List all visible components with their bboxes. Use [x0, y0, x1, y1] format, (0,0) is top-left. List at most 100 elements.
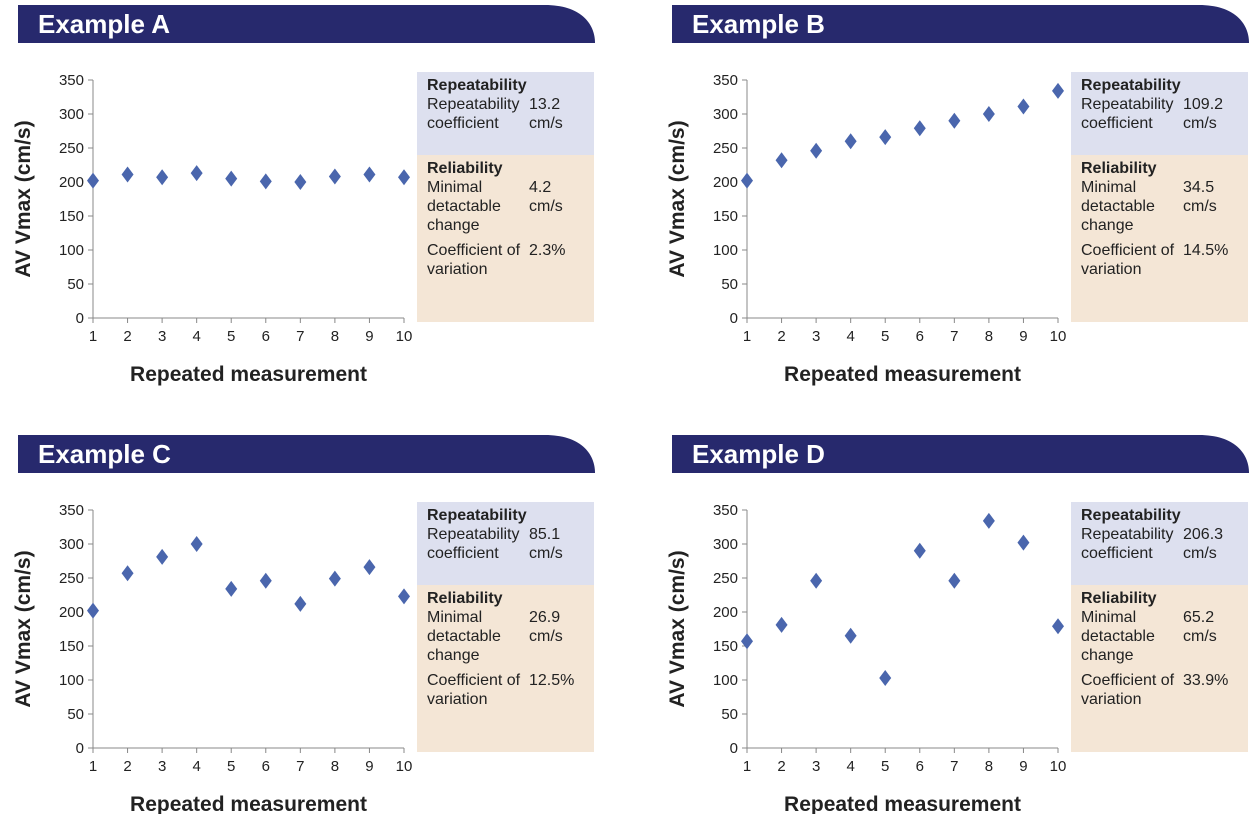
- x-axis-label: Repeated measurement: [130, 793, 367, 814]
- x-tick-label: 3: [158, 328, 166, 345]
- panel-title: Example C: [38, 439, 171, 469]
- stat-value: 206.3 cm/s: [1183, 526, 1224, 562]
- stat-value: 85.1 cm/s: [529, 526, 563, 562]
- x-tick-label: 1: [89, 328, 97, 345]
- stat-row: Repeatability coefficient 109.2 cm/s: [1081, 95, 1238, 133]
- x-tick-label: 7: [296, 328, 304, 345]
- data-point: [363, 166, 376, 183]
- data-point: [775, 152, 788, 169]
- data-point: [259, 572, 272, 589]
- data-point: [398, 588, 410, 605]
- stats-table: Repeatability Repeatability coefficient 13…: [417, 72, 594, 322]
- y-tick-label: 150: [713, 638, 738, 655]
- title-bar: [18, 5, 595, 43]
- x-tick-label: 1: [89, 758, 97, 775]
- x-axis-label: Repeated measurement: [130, 363, 367, 386]
- x-tick-label: 9: [365, 328, 373, 345]
- panel-title: Example D: [692, 439, 825, 469]
- y-axis-label: AV Vmax (cm/s): [12, 550, 35, 707]
- x-tick-label: 10: [396, 328, 413, 345]
- panel: Example D 0 50 100 150 200 250 300 350 1 2 3 4 5 6 7 8 9 1…: [666, 435, 1249, 814]
- x-tick-label: 4: [192, 328, 200, 345]
- title-bar: [672, 5, 1249, 43]
- stat-row: Repeatability coefficient 85.1 cm/s: [427, 525, 584, 563]
- stat-label: Repeatability coefficient: [427, 526, 520, 562]
- data-point: [190, 536, 203, 552]
- data-point: [741, 172, 753, 189]
- stat-label: Minimal detactable change: [1081, 179, 1155, 234]
- data-point: [810, 142, 823, 159]
- x-tick-label: 7: [296, 758, 304, 775]
- y-tick-label: 100: [59, 672, 84, 689]
- x-tick-label: 6: [916, 328, 924, 345]
- data-point: [328, 570, 341, 587]
- x-tick-label: 1: [743, 328, 751, 345]
- stat-value: 33.9%: [1183, 672, 1229, 689]
- y-tick-label: 300: [713, 106, 738, 123]
- title-bar: [672, 435, 1249, 473]
- data-point: [948, 112, 961, 129]
- data-point: [775, 616, 788, 633]
- x-tick-label: 8: [331, 328, 339, 345]
- data-point: [294, 174, 307, 190]
- stat-label: Minimal detactable change: [1081, 609, 1155, 664]
- x-tick-label: 6: [262, 328, 270, 345]
- y-tick-label: 0: [730, 310, 738, 327]
- stat-row: Repeatability coefficient 13.2 cm/s: [427, 95, 584, 133]
- panel-title: Example A: [38, 9, 170, 39]
- stat-value: 109.2 cm/s: [1183, 96, 1224, 132]
- x-tick-label: 1: [743, 758, 751, 775]
- y-tick-label: 300: [59, 106, 84, 123]
- reliability-block: Reliability Minimal detactable change 26.9…: [417, 585, 594, 752]
- data-point: [1052, 82, 1064, 99]
- reliability-block: Reliability Minimal detactable change 4.2 …: [417, 155, 594, 322]
- data-point: [1017, 98, 1030, 115]
- stat-row: Minimal detactable change 34.5 cm/s: [1081, 178, 1238, 235]
- stat-row: Coefficient of variation 33.9%: [1081, 671, 1238, 709]
- data-point: [1052, 618, 1064, 635]
- x-tick-label: 5: [227, 758, 235, 775]
- data-point: [190, 165, 203, 182]
- section-heading: Reliability: [427, 160, 503, 177]
- stat-value: 12.5%: [529, 672, 575, 689]
- x-tick-label: 9: [365, 758, 373, 775]
- stat-label: Minimal detactable change: [427, 179, 501, 234]
- stat-row: Minimal detactable change 4.2 cm/s: [427, 178, 584, 235]
- data-point: [913, 120, 926, 137]
- section-heading: Repeatability: [1081, 507, 1181, 524]
- x-tick-label: 7: [950, 328, 958, 345]
- x-axis-label: Repeated measurement: [784, 793, 1021, 814]
- y-tick-label: 200: [59, 604, 84, 621]
- data-point: [156, 169, 169, 186]
- y-tick-label: 150: [59, 638, 84, 655]
- section-heading: Repeatability: [427, 77, 527, 94]
- stat-value: 34.5 cm/s: [1183, 179, 1217, 215]
- y-tick-label: 0: [76, 740, 84, 757]
- stat-row: Repeatability coefficient 206.3 cm/s: [1081, 525, 1238, 563]
- y-tick-label: 350: [59, 502, 84, 519]
- stat-value: 13.2 cm/s: [529, 96, 563, 132]
- y-tick-label: 200: [713, 174, 738, 191]
- y-tick-label: 100: [713, 242, 738, 259]
- x-tick-label: 5: [227, 328, 235, 345]
- data-point: [87, 172, 99, 189]
- data-point: [879, 669, 892, 686]
- x-tick-label: 4: [846, 328, 854, 345]
- repeatability-block: Repeatability Repeatability coefficient 20…: [1071, 502, 1248, 585]
- data-point: [1017, 534, 1030, 551]
- section-heading: Reliability: [427, 590, 503, 607]
- stat-row: Minimal detactable change 26.9 cm/s: [427, 608, 584, 665]
- stat-value: 26.9 cm/s: [529, 609, 563, 645]
- x-tick-label: 4: [846, 758, 854, 775]
- x-tick-label: 8: [985, 328, 993, 345]
- y-tick-label: 0: [76, 310, 84, 327]
- section-heading: Reliability: [1081, 160, 1157, 177]
- reliability-block: Reliability Minimal detactable change 34.5…: [1071, 155, 1248, 322]
- stat-label: Coefficient of variation: [427, 242, 521, 278]
- data-point: [879, 129, 892, 146]
- x-tick-label: 4: [192, 758, 200, 775]
- data-point: [225, 170, 238, 187]
- data-point: [121, 166, 134, 183]
- data-point: [844, 627, 857, 644]
- panel: Example C 0 50 100 150 200 250 300 350 1 2 3 4 5 6 7 8 9 1…: [12, 435, 595, 814]
